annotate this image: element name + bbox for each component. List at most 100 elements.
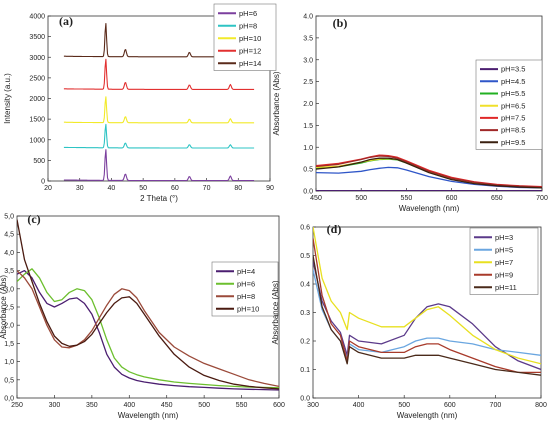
x-tick-label: 650 bbox=[491, 195, 503, 202]
panel-label: (b) bbox=[333, 16, 348, 30]
series-group bbox=[17, 219, 279, 391]
y-tick-label: 0.2 bbox=[300, 339, 310, 346]
legend-entry: pH=14 bbox=[239, 59, 261, 68]
x-tick-label: 80 bbox=[234, 185, 242, 192]
x-tick-label: 60 bbox=[171, 185, 179, 192]
legend-entry: pH=6 bbox=[237, 279, 255, 288]
series-line-ph6 bbox=[63, 149, 255, 181]
x-axis-label: Wavelength (nm) bbox=[397, 411, 458, 420]
x-tick-label: 600 bbox=[444, 402, 456, 409]
y-tick-label: 5,0 bbox=[4, 214, 14, 221]
y-tick-label: 4,0 bbox=[4, 250, 14, 257]
x-tick-label: 800 bbox=[535, 402, 547, 409]
y-tick-label: 1500 bbox=[29, 117, 45, 124]
legend-entry: pH=8 bbox=[239, 21, 257, 30]
series-line-ph10 bbox=[63, 96, 255, 124]
y-tick-label: 2500 bbox=[29, 75, 45, 82]
chart-panel-3: 250 300 350 400 450 500 550 600 0,0 0,5 1,0 1,5 2,0 2… bbox=[0, 212, 285, 420]
x-tick-label: 500 bbox=[398, 402, 410, 409]
series-line-ph9.5 bbox=[316, 157, 542, 189]
y-tick-label: 1000 bbox=[29, 137, 45, 144]
legend: pH=3.5 pH=4.5 pH=5.5 pH=6.5 pH=7.5 pH=8.5 pH=9… bbox=[475, 59, 543, 150]
x-tick-label: 250 bbox=[11, 402, 23, 409]
y-tick-label: 0,0 bbox=[4, 396, 14, 403]
legend-entry: pH=8 bbox=[237, 292, 255, 301]
legend: pH=4 pH=6 pH=8 pH=10 bbox=[211, 261, 279, 317]
series-line-ph6 bbox=[17, 268, 279, 389]
y-tick-label: 2,0 bbox=[4, 323, 14, 330]
y-tick-label: 0.5 bbox=[300, 253, 310, 260]
legend-entry: pH=3.5 bbox=[501, 65, 525, 74]
series-group bbox=[313, 227, 541, 376]
y-tick-label: 2000 bbox=[29, 96, 45, 103]
y-tick-label: 1.5 bbox=[303, 123, 313, 130]
x-axis-label: Wavelength (nm) bbox=[399, 204, 460, 213]
chart-panel-1: 20 30 40 50 60 70 80 90 0 500 1000 1500 2000 2500 3000… bbox=[3, 3, 277, 203]
legend-entry: pH=6 bbox=[239, 9, 257, 18]
series-line-ph7 bbox=[313, 227, 541, 365]
x-tick-label: 30 bbox=[76, 185, 84, 192]
legend-entry: pH=4.5 bbox=[501, 77, 525, 86]
x-tick-label: 550 bbox=[236, 402, 248, 409]
legend-entry: pH=6.5 bbox=[501, 101, 525, 110]
series-line-ph9 bbox=[313, 238, 541, 374]
x-tick-label: 700 bbox=[490, 402, 502, 409]
x-tick-label: 50 bbox=[139, 185, 147, 192]
y-axis-label: Absorbance (Abs) bbox=[0, 275, 8, 339]
y-tick-label: 1,0 bbox=[4, 359, 14, 366]
y-tick-label: 0 bbox=[41, 179, 45, 186]
x-tick-label: 700 bbox=[536, 195, 548, 202]
series-line-ph4 bbox=[17, 269, 279, 391]
x-tick-label: 70 bbox=[203, 185, 211, 192]
series-group bbox=[316, 154, 542, 191]
y-tick-label: 0.5 bbox=[303, 167, 313, 174]
x-tick-label: 500 bbox=[198, 402, 210, 409]
y-axis-label: Absorbance (Abs) bbox=[271, 280, 280, 344]
x-tick-label: 600 bbox=[446, 195, 458, 202]
y-tick-label: 2.5 bbox=[303, 79, 313, 86]
y-tick-label: 4,5 bbox=[4, 232, 14, 239]
y-tick-label: 1.0 bbox=[303, 145, 313, 152]
y-tick-label: 4000 bbox=[29, 14, 45, 21]
x-tick-label: 40 bbox=[108, 185, 116, 192]
legend-entry: pH=5.5 bbox=[501, 89, 525, 98]
y-tick-label: 1,5 bbox=[4, 341, 14, 348]
chart-panel-2: 450 500 550 600 650 700 0.0 0.5 1.0 1.5 2.0 2.5 3.0 3… bbox=[272, 14, 548, 214]
y-tick-label: 2,5 bbox=[4, 305, 14, 312]
x-axis-label: Wavelength (nm) bbox=[118, 411, 179, 420]
x-tick-label: 300 bbox=[307, 402, 319, 409]
y-tick-label: 3000 bbox=[29, 55, 45, 62]
x-tick-label: 550 bbox=[401, 195, 413, 202]
y-tick-label: 3500 bbox=[29, 34, 45, 41]
x-axis-label: 2 Theta (°) bbox=[140, 194, 178, 203]
x-tick-label: 450 bbox=[161, 402, 173, 409]
legend-entry: pH=9.5 bbox=[501, 138, 525, 147]
y-tick-label: 0.0 bbox=[303, 189, 313, 196]
legend-entry: pH=10 bbox=[239, 34, 261, 43]
y-tick-label: 0.1 bbox=[300, 367, 310, 374]
y-tick-label: 3,0 bbox=[4, 286, 14, 293]
legend: pH=3 pH=5 pH=7 pH=9 pH=11 bbox=[469, 227, 539, 295]
y-tick-label: 3.0 bbox=[303, 57, 313, 64]
chart-panel-4: 300 400 500 600 700 800 0.0 0.1 0.2 0.3 0.4 0.5 0.6 W… bbox=[271, 222, 547, 420]
y-tick-label: 3,5 bbox=[4, 268, 14, 275]
legend-entry: pH=3 bbox=[495, 233, 513, 242]
y-tick-label: 4.0 bbox=[303, 14, 313, 21]
y-axis-label: Absorbance (Abs) bbox=[272, 71, 281, 135]
y-tick-label: 0.4 bbox=[300, 282, 310, 289]
x-tick-label: 600 bbox=[273, 402, 285, 409]
legend: pH=6 pH=8 pH=10 pH=12 pH=14 bbox=[213, 3, 277, 71]
x-tick-label: 400 bbox=[123, 402, 135, 409]
y-tick-label: 2.0 bbox=[303, 101, 313, 108]
panel-label: (c) bbox=[27, 212, 40, 226]
legend-entry: pH=12 bbox=[239, 46, 261, 55]
y-tick-label: 0.0 bbox=[300, 396, 310, 403]
legend-entry: pH=8.5 bbox=[501, 126, 525, 135]
legend-entry: pH=7.5 bbox=[501, 114, 525, 123]
legend-entry: pH=5 bbox=[495, 245, 513, 254]
series-line-ph8 bbox=[17, 270, 279, 388]
x-tick-label: 400 bbox=[353, 402, 365, 409]
y-tick-label: 0,5 bbox=[4, 377, 14, 384]
y-axis-label: Intensity (a.u.) bbox=[3, 73, 12, 124]
